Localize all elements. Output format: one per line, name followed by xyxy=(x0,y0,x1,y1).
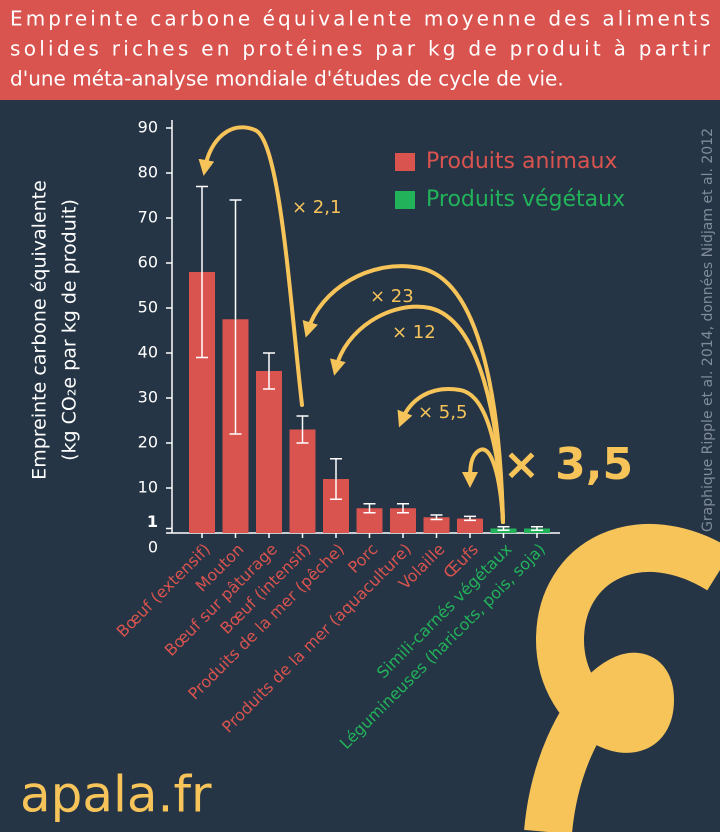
legend-swatch xyxy=(395,191,415,209)
y-tick-label: 90 xyxy=(138,118,158,137)
bar xyxy=(457,518,483,533)
annotation: × 3,5 xyxy=(503,439,633,490)
chart-title: d'une méta-analyse mondiale d'études de … xyxy=(10,67,564,91)
error-bar xyxy=(229,199,242,435)
arrow xyxy=(198,125,304,407)
error-bar xyxy=(464,515,476,522)
legend-swatch xyxy=(395,153,415,171)
y-tick-label: 80 xyxy=(138,163,158,182)
y-axis-title: Empreinte carbone équivalente xyxy=(29,180,51,480)
legend-label: Produits végétaux xyxy=(426,187,625,212)
y-tick-label: 30 xyxy=(138,388,158,407)
decoration xyxy=(524,523,720,832)
arrow xyxy=(330,304,505,524)
error-bar xyxy=(330,458,342,500)
chart-title: Empreinte carbone équivalente moyenne de… xyxy=(10,7,710,31)
error-bar xyxy=(430,514,443,521)
annotation: × 2,1 xyxy=(292,197,341,218)
error-bar xyxy=(263,352,275,390)
credit: Graphique Ripple et al. 2014, données Ni… xyxy=(700,128,716,532)
y-tick-label: 70 xyxy=(138,208,158,227)
title-banner xyxy=(0,0,720,100)
arrow xyxy=(462,447,505,524)
bar xyxy=(423,517,450,533)
y-tick-label: 0 xyxy=(148,538,158,557)
y-tick-label: 50 xyxy=(138,298,158,317)
y-tick-label: 1 xyxy=(147,512,158,531)
annotation: × 23 xyxy=(370,286,414,307)
y-tick-label: 10 xyxy=(138,478,158,497)
bar xyxy=(256,371,282,533)
chart-title: solides riches en protéines par kg de pr… xyxy=(10,37,711,61)
error-bar xyxy=(531,525,543,532)
y-tick-label: 20 xyxy=(138,433,158,452)
y-tick-label: 40 xyxy=(138,343,158,362)
error-bar xyxy=(497,525,510,532)
bar xyxy=(289,429,316,533)
legend-label: Produits animaux xyxy=(426,149,617,174)
y-tick-label: 60 xyxy=(138,253,158,272)
arrow xyxy=(302,264,505,524)
error-bar xyxy=(296,415,309,444)
error-bar xyxy=(196,185,208,359)
annotation: × 5,5 xyxy=(418,402,467,423)
logo: apala.fr xyxy=(20,766,212,824)
annotation: × 12 xyxy=(392,322,436,343)
y-axis-title: (kg CO₂e par kg de produit) xyxy=(59,199,81,461)
error-bar xyxy=(397,503,409,514)
error-bar xyxy=(363,503,376,514)
